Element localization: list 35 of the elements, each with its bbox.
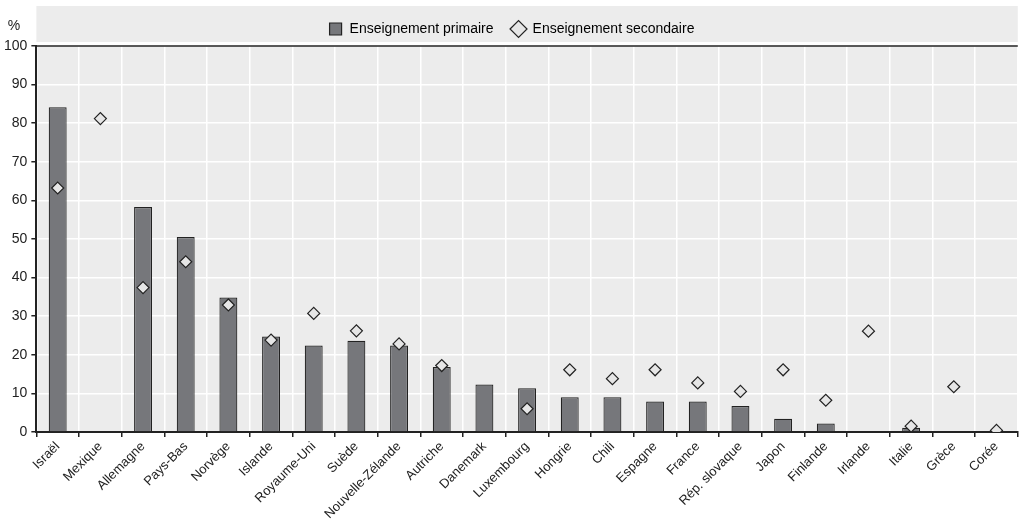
point bbox=[221, 298, 235, 312]
point bbox=[307, 306, 321, 321]
point bbox=[861, 324, 876, 338]
legend-label: Enseignement secondaire bbox=[532, 19, 695, 36]
point bbox=[776, 363, 790, 377]
point bbox=[349, 324, 363, 338]
point bbox=[563, 363, 577, 377]
y-tick-label: 0 bbox=[19, 422, 28, 439]
point bbox=[179, 255, 193, 269]
y-tick-label: 50 bbox=[11, 229, 28, 246]
point bbox=[605, 372, 620, 386]
point bbox=[733, 384, 748, 398]
y-tick-label: 70 bbox=[11, 152, 28, 169]
y-tick-label: 30 bbox=[11, 307, 28, 323]
point bbox=[51, 181, 65, 195]
point bbox=[93, 111, 107, 126]
y-tick-label: 40 bbox=[11, 268, 28, 285]
point bbox=[136, 280, 150, 295]
point bbox=[819, 393, 833, 407]
point bbox=[904, 419, 918, 432]
y-tick-label: 20 bbox=[11, 345, 28, 362]
x-tick-label: Chili bbox=[588, 438, 618, 467]
point bbox=[435, 358, 449, 373]
y-tick-label: 80 bbox=[11, 114, 28, 131]
point bbox=[691, 376, 705, 390]
y-tick-label: 90 bbox=[11, 75, 28, 92]
y-tick-label: 10 bbox=[11, 384, 28, 401]
y-tick-label: 100 bbox=[4, 36, 28, 53]
point bbox=[648, 363, 662, 377]
point bbox=[947, 380, 961, 394]
point bbox=[392, 337, 406, 351]
y-tick-label: 60 bbox=[11, 191, 28, 208]
y-axis-title: % bbox=[7, 16, 21, 33]
point bbox=[264, 333, 278, 347]
legend-label: Enseignement primaire bbox=[349, 19, 494, 36]
